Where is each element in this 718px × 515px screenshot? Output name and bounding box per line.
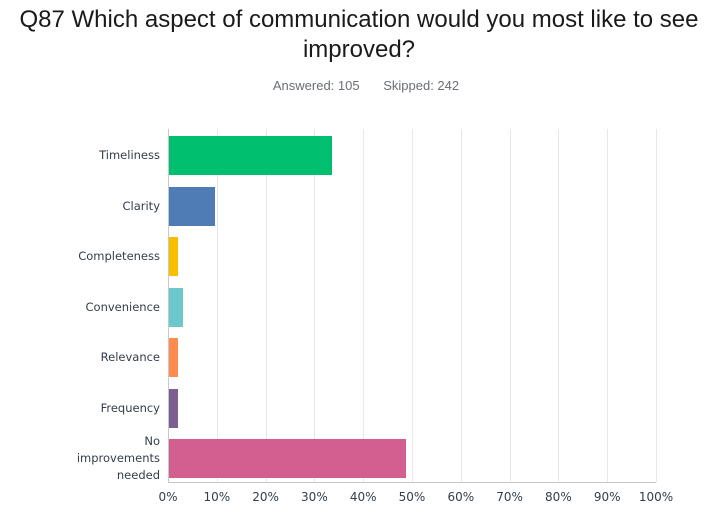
- category-label: Convenience: [85, 299, 160, 314]
- bar-convenience[interactable]: [169, 287, 183, 327]
- x-tick-label: 30%: [301, 490, 328, 504]
- x-tick-label: 100%: [638, 490, 674, 504]
- bar-relevance[interactable]: [169, 338, 179, 377]
- bar-chart-plot-area: [168, 129, 657, 483]
- question-title: Q87 Which aspect of communication would …: [19, 6, 699, 63]
- x-tick-label: 40%: [349, 490, 377, 504]
- gridline: [363, 129, 365, 482]
- category-label: Frequency: [100, 400, 160, 415]
- x-tick-label: 50%: [398, 490, 426, 504]
- x-tick-label: 10%: [203, 490, 231, 504]
- gridline: [216, 129, 218, 482]
- bar-frequency[interactable]: [169, 388, 179, 428]
- bar-completeness[interactable]: [169, 237, 179, 276]
- category-label: Clarity: [122, 198, 160, 213]
- category-label: Completeness: [78, 249, 160, 263]
- response-stats: Answered: 105 Skipped: 242: [0, 78, 718, 93]
- gridline: [460, 129, 462, 482]
- bar-timeliness[interactable]: [169, 136, 332, 175]
- answered-count: Answered: 105: [272, 78, 360, 93]
- gridline: [558, 129, 560, 482]
- bar-clarity[interactable]: [169, 186, 216, 226]
- gridline: [656, 129, 657, 482]
- gridline: [265, 129, 267, 482]
- x-tick-label: 20%: [252, 490, 279, 504]
- x-tick-label: 60%: [447, 490, 475, 504]
- x-tick-label: 90%: [593, 490, 621, 504]
- gridline: [607, 129, 609, 482]
- gridline: [412, 129, 413, 482]
- gridline: [509, 129, 511, 482]
- gridline: [314, 129, 316, 482]
- category-label: No improvements needed: [76, 434, 160, 482]
- category-label: Relevance: [100, 350, 160, 364]
- category-label: Timeliness: [99, 148, 160, 162]
- x-tick-label: 80%: [545, 490, 572, 504]
- x-tick-label: 0%: [158, 490, 178, 504]
- bar-no-improvements-needed[interactable]: [169, 439, 407, 478]
- x-tick-label: 70%: [496, 490, 523, 504]
- skipped-count: Skipped: 242: [383, 78, 460, 93]
